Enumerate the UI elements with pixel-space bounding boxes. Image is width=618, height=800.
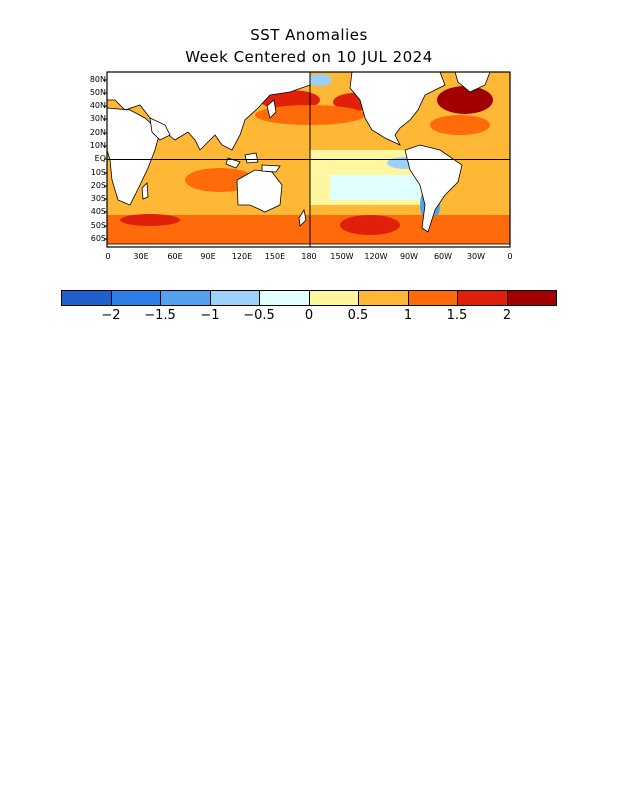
new-guinea (261, 164, 281, 173)
legend-swatch (111, 290, 161, 306)
lon-tick-label: 0 (507, 252, 513, 261)
lat-tick-label: 10S (90, 168, 106, 177)
madagascar (141, 182, 149, 200)
lat-tick-label: 40S (90, 207, 106, 216)
legend-label: −1.5 (144, 308, 176, 323)
lat-tick-label: 20S (90, 181, 106, 190)
legend-swatch (160, 290, 211, 306)
lon-tick-label: 120E (231, 252, 253, 261)
legend-swatch (507, 290, 557, 306)
legend-label: −0.5 (243, 308, 275, 323)
lon-tick-label: 90W (399, 252, 419, 261)
japan (266, 99, 277, 119)
lon-tick-label: 180 (301, 252, 317, 261)
lat-tick-label: 20N (89, 128, 106, 137)
lon-tick-label: 30W (466, 252, 486, 261)
sumatra (225, 157, 241, 169)
legend-swatch (309, 290, 359, 306)
legend-label: 1.5 (446, 308, 468, 323)
legend-label: −2 (101, 308, 121, 323)
lon-tick-label: 30E (133, 252, 149, 261)
australia (236, 169, 283, 213)
warm-band-atlantic (430, 115, 490, 135)
map-title: SST Anomalies (250, 26, 368, 44)
lon-tick-label: 120W (364, 252, 388, 261)
cool-patch-north-pacific (308, 74, 332, 86)
lat-tick-label: 80N (89, 75, 106, 84)
legend-label: 2 (502, 308, 512, 323)
legend-swatch (210, 290, 260, 306)
legend-label: 1 (403, 308, 413, 323)
lon-tick-label: 60W (433, 252, 453, 261)
legend-label: −1 (200, 308, 220, 323)
legend-label: 0 (304, 308, 314, 323)
lon-tick-label: 60E (167, 252, 183, 261)
borneo (244, 152, 259, 164)
antarctica (107, 243, 510, 247)
legend-swatch (457, 290, 508, 306)
legend-swatch (358, 290, 409, 306)
lon-tick-label: 150W (330, 252, 354, 261)
arabia (149, 117, 171, 141)
legend-label: 0.5 (347, 308, 369, 323)
warm-patch-south-pacific (340, 215, 400, 235)
map-subtitle: Week Centered on 10 JUL 2024 (185, 48, 433, 66)
eurasia (107, 72, 311, 151)
lat-tick-label: 40N (89, 101, 106, 110)
warm-patch-south-indian (120, 214, 180, 226)
legend-swatch (61, 290, 112, 306)
lat-tick-label: 10N (89, 141, 106, 150)
lat-tick-marks (104, 79, 107, 240)
legend-swatch (408, 290, 458, 306)
lat-tick-label: 60S (90, 234, 106, 243)
warm-patch-north-atlantic (437, 86, 493, 114)
lat-tick-label: EQ (94, 154, 106, 163)
north-america (349, 72, 446, 146)
new-zealand (298, 208, 307, 227)
lon-tick-label: 150E (264, 252, 286, 261)
pacific-neutral-region (330, 175, 420, 200)
lat-tick-label: 30S (90, 194, 106, 203)
lat-tick-label: 50N (89, 88, 106, 97)
lon-tick-label: 90E (200, 252, 216, 261)
lat-tick-label: 50S (90, 221, 106, 230)
greenland (454, 72, 491, 93)
south-america (404, 144, 463, 233)
ocean-field (107, 72, 510, 247)
legend-swatch (259, 290, 310, 306)
lat-tick-label: 30N (89, 114, 106, 123)
lon-tick-label: 0 (105, 252, 111, 261)
sst-anomaly-map (104, 71, 511, 248)
